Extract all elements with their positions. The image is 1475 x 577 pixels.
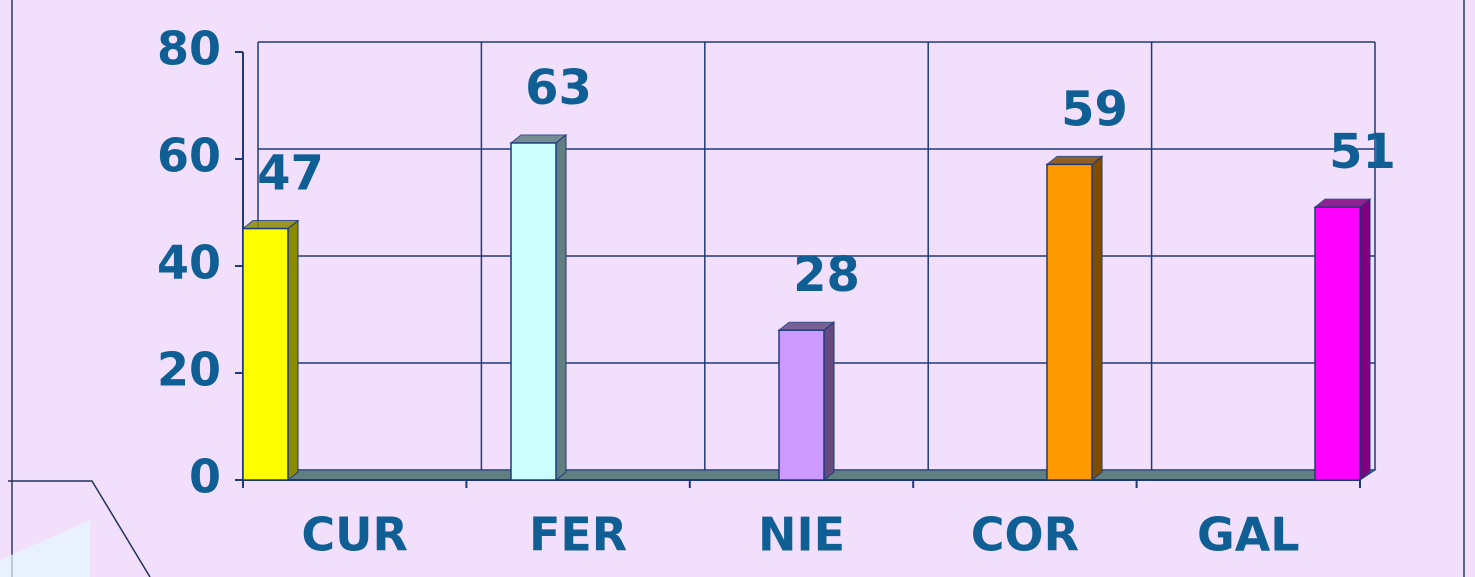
- bar-top: [1313, 198, 1372, 208]
- y-tick-label: 0: [189, 450, 221, 504]
- bar: [1046, 163, 1093, 481]
- bar-top: [1045, 155, 1104, 165]
- data-label: 63: [525, 60, 592, 116]
- bar: [1314, 206, 1361, 481]
- x-tick-label: COR: [971, 508, 1079, 562]
- x-tick-label: GAL: [1197, 508, 1300, 562]
- bar: [242, 227, 289, 481]
- data-label: 47: [257, 146, 324, 202]
- y-tick-label: 80: [157, 22, 221, 76]
- bar-side: [287, 219, 299, 482]
- x-tick-label: CUR: [301, 508, 408, 562]
- bar-side: [555, 133, 567, 482]
- y-tick-label: 20: [157, 343, 221, 397]
- y-tick-label: 60: [157, 129, 221, 183]
- bar-side: [823, 321, 835, 482]
- y-tick-label: 40: [157, 236, 221, 290]
- data-label: 51: [1329, 124, 1396, 180]
- bar-top: [509, 134, 568, 144]
- bar: [510, 142, 557, 481]
- x-tick-label: NIE: [758, 508, 845, 562]
- bar-side: [1091, 155, 1103, 482]
- data-label: 59: [1061, 81, 1128, 137]
- bar: [778, 329, 825, 481]
- bar-side: [1359, 198, 1371, 482]
- frame: [11, 0, 1465, 577]
- x-tick-label: FER: [529, 508, 627, 562]
- bar-top: [241, 220, 300, 230]
- decoration: [0, 520, 90, 577]
- bar-top: [777, 321, 836, 331]
- decoration: [8, 480, 151, 577]
- data-label: 28: [793, 247, 860, 303]
